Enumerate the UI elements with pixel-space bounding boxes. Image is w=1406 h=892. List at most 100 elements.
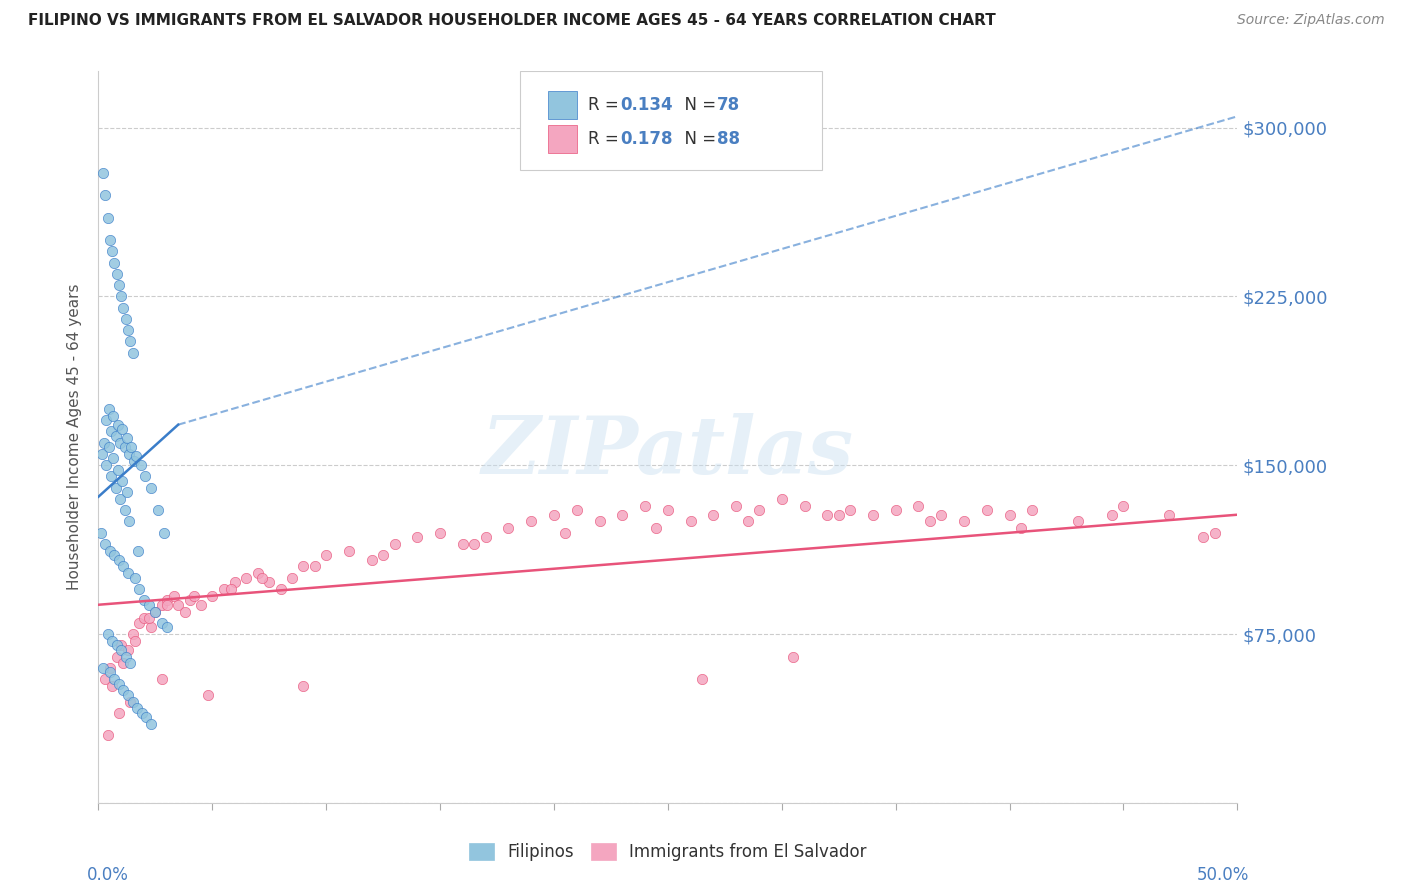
Point bbox=[129, 458, 152, 473]
Legend: Filipinos, Immigrants from El Salvador: Filipinos, Immigrants from El Salvador bbox=[463, 836, 873, 868]
Point bbox=[114, 312, 136, 326]
Point bbox=[657, 503, 679, 517]
Point bbox=[121, 694, 143, 708]
Point bbox=[156, 598, 179, 612]
Point bbox=[91, 166, 114, 180]
Point bbox=[117, 642, 139, 657]
Point bbox=[103, 409, 125, 423]
Point bbox=[98, 661, 121, 675]
Point bbox=[98, 233, 121, 247]
Point bbox=[690, 672, 713, 686]
Point bbox=[134, 469, 156, 483]
Point bbox=[634, 499, 657, 513]
Point bbox=[127, 543, 149, 558]
Point bbox=[124, 633, 146, 648]
Point bbox=[183, 589, 205, 603]
Point bbox=[1204, 525, 1226, 540]
Point bbox=[100, 469, 122, 483]
Point bbox=[112, 301, 135, 315]
Point bbox=[110, 289, 132, 303]
Point bbox=[1192, 530, 1215, 544]
Y-axis label: Householder Income Ages 45 - 64 years: Householder Income Ages 45 - 64 years bbox=[67, 284, 83, 591]
Point bbox=[96, 458, 118, 473]
Point bbox=[645, 521, 668, 535]
Point bbox=[304, 559, 326, 574]
Point bbox=[174, 605, 197, 619]
Point bbox=[179, 593, 201, 607]
Point bbox=[406, 530, 429, 544]
Point bbox=[828, 508, 851, 522]
Point bbox=[135, 710, 157, 724]
Point bbox=[612, 508, 634, 522]
Point bbox=[124, 571, 146, 585]
Point bbox=[107, 417, 129, 432]
Point bbox=[120, 440, 142, 454]
Point bbox=[110, 638, 132, 652]
Point bbox=[146, 503, 169, 517]
Text: N =: N = bbox=[673, 96, 721, 114]
Point bbox=[138, 598, 160, 612]
Point bbox=[138, 611, 160, 625]
Point bbox=[128, 582, 150, 596]
Point bbox=[153, 525, 176, 540]
Point bbox=[197, 688, 219, 702]
Bar bbox=[548, 91, 576, 119]
Point bbox=[565, 503, 588, 517]
Point bbox=[139, 481, 162, 495]
Point bbox=[337, 543, 360, 558]
Point bbox=[117, 323, 139, 337]
Point bbox=[543, 508, 565, 522]
Point bbox=[520, 515, 543, 529]
Point bbox=[918, 515, 941, 529]
Point bbox=[360, 553, 382, 567]
Point bbox=[770, 491, 793, 506]
Point bbox=[190, 598, 212, 612]
Point bbox=[554, 525, 576, 540]
Point bbox=[108, 553, 131, 567]
Point bbox=[111, 474, 134, 488]
Bar bbox=[548, 126, 576, 153]
Point bbox=[122, 453, 145, 467]
Point bbox=[118, 447, 141, 461]
Point bbox=[150, 615, 173, 630]
Point bbox=[219, 582, 242, 596]
Point bbox=[114, 503, 136, 517]
Point bbox=[150, 598, 173, 612]
Point bbox=[131, 706, 153, 720]
Text: R =: R = bbox=[588, 130, 624, 148]
Point bbox=[93, 435, 115, 450]
Point bbox=[815, 508, 838, 522]
Text: Source: ZipAtlas.com: Source: ZipAtlas.com bbox=[1237, 13, 1385, 28]
Text: 88: 88 bbox=[717, 130, 740, 148]
Point bbox=[162, 589, 184, 603]
Text: 50.0%: 50.0% bbox=[1197, 866, 1249, 884]
Point bbox=[384, 537, 406, 551]
Point bbox=[702, 508, 724, 522]
Point bbox=[292, 679, 315, 693]
Point bbox=[98, 543, 121, 558]
Point bbox=[94, 537, 117, 551]
Point bbox=[125, 449, 148, 463]
Point bbox=[96, 728, 118, 742]
Point bbox=[725, 499, 748, 513]
Point bbox=[145, 605, 167, 619]
Point bbox=[156, 620, 179, 634]
Point bbox=[281, 571, 304, 585]
Point bbox=[127, 701, 149, 715]
Point bbox=[108, 278, 131, 293]
Point bbox=[112, 559, 135, 574]
Text: R =: R = bbox=[588, 96, 624, 114]
Point bbox=[259, 575, 281, 590]
Point bbox=[270, 582, 292, 596]
Point bbox=[114, 440, 136, 454]
Point bbox=[463, 537, 485, 551]
Point bbox=[107, 463, 129, 477]
Point bbox=[132, 611, 155, 625]
Point bbox=[498, 521, 520, 535]
Point bbox=[103, 451, 125, 466]
Point bbox=[96, 211, 118, 225]
Point bbox=[252, 571, 274, 585]
Point bbox=[315, 548, 337, 562]
Point bbox=[474, 530, 496, 544]
Text: 0.178: 0.178 bbox=[620, 130, 672, 148]
